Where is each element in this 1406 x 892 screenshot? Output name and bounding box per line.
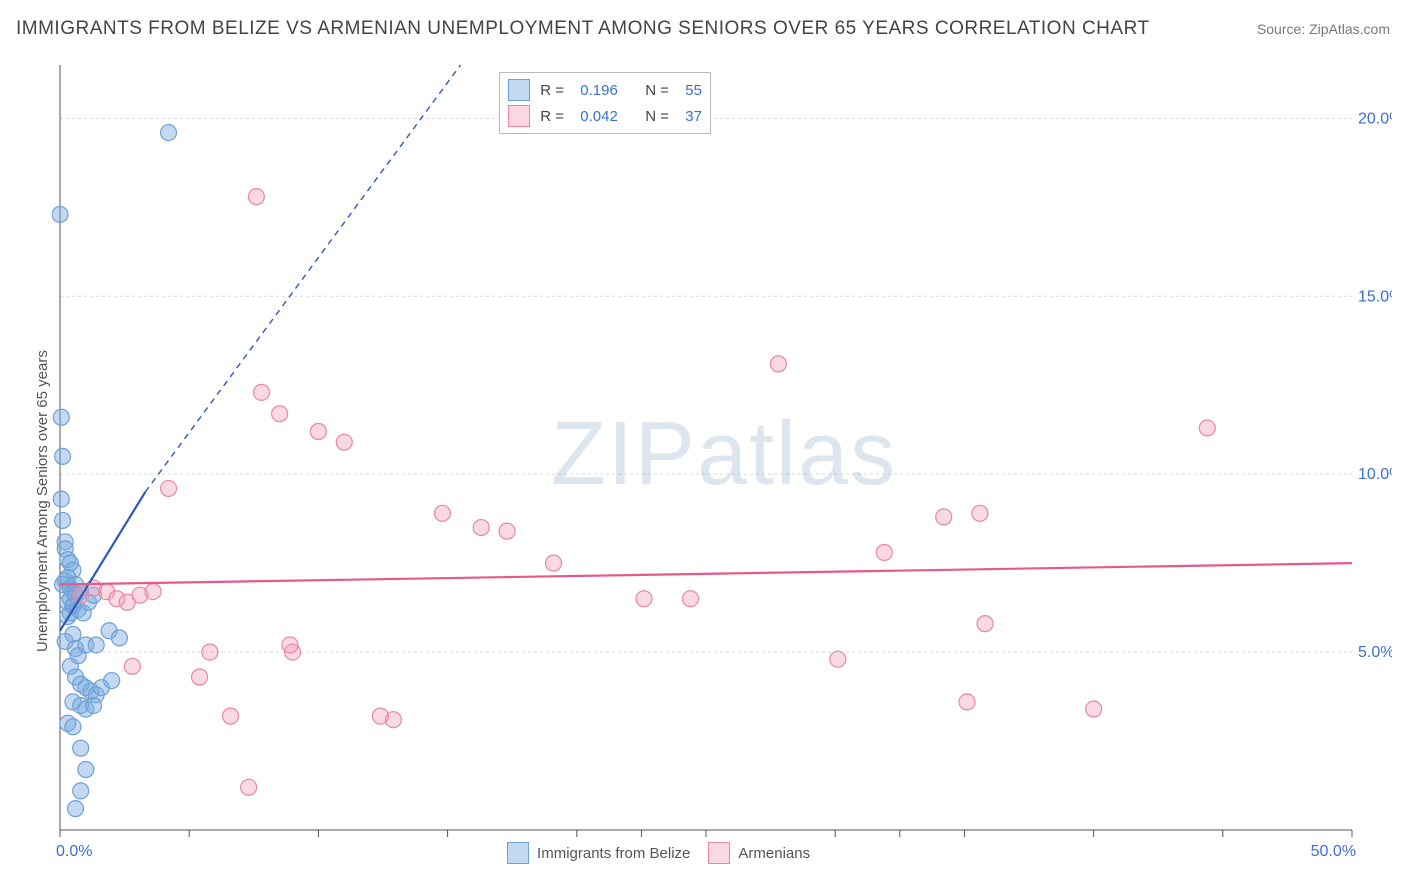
chart-title: IMMIGRANTS FROM BELIZE VS ARMENIAN UNEMP… [16, 18, 1150, 40]
legend-label: Immigrants from Belize [537, 845, 690, 862]
legend-row: R =0.196N =55 [508, 77, 702, 103]
data-point [1199, 420, 1215, 436]
data-point [636, 591, 652, 607]
data-point [876, 544, 892, 560]
data-point [977, 616, 993, 632]
legend-label: Armenians [738, 845, 810, 862]
data-point [546, 555, 562, 571]
data-point [959, 694, 975, 710]
data-point [473, 520, 489, 536]
data-point [161, 125, 177, 141]
data-point [202, 644, 218, 660]
data-point [936, 509, 952, 525]
data-point [55, 448, 71, 464]
legend-swatch [708, 842, 730, 864]
y-tick-label: 20.0% [1358, 110, 1392, 127]
data-point [192, 669, 208, 685]
data-point [78, 762, 94, 778]
y-tick-label: 5.0% [1358, 644, 1392, 661]
data-point [73, 740, 89, 756]
data-point [272, 406, 288, 422]
data-point [499, 523, 515, 539]
data-point [161, 480, 177, 496]
data-point [86, 697, 102, 713]
data-point [972, 505, 988, 521]
data-point [310, 423, 326, 439]
data-point [1086, 701, 1102, 717]
data-point [434, 505, 450, 521]
legend-item: Armenians [708, 842, 810, 864]
legend-row: R =0.042N =37 [508, 103, 702, 129]
data-point [53, 491, 69, 507]
data-point [73, 783, 89, 799]
legend-swatch [508, 105, 530, 127]
data-point [372, 708, 388, 724]
x-tick-label: 50.0% [1311, 843, 1356, 860]
data-point [248, 189, 264, 205]
y-tick-label: 15.0% [1358, 288, 1392, 305]
data-point [124, 658, 140, 674]
legend-correlation: R =0.196N =55R =0.042N =37 [499, 72, 711, 134]
scatter-plot: 5.0% 10.0% 15.0% 20.0% 0.0% 50.0% [52, 55, 1392, 870]
legend-swatch [507, 842, 529, 864]
data-point [830, 651, 846, 667]
data-point [53, 409, 69, 425]
y-tick-label: 10.0% [1358, 466, 1392, 483]
data-point [682, 591, 698, 607]
data-point [88, 637, 104, 653]
y-axis-label: Unemployment Among Seniors over 65 years [34, 350, 51, 652]
data-point [104, 673, 120, 689]
data-point [52, 206, 68, 222]
x-tick-label: 0.0% [56, 843, 92, 860]
data-point [282, 637, 298, 653]
data-point [223, 708, 239, 724]
data-point [55, 512, 71, 528]
title-bar: IMMIGRANTS FROM BELIZE VS ARMENIAN UNEMP… [16, 18, 1390, 40]
data-point [68, 801, 84, 817]
legend-series: Immigrants from Belize Armenians [507, 842, 810, 864]
legend-swatch [508, 79, 530, 101]
source-label: Source: ZipAtlas.com [1257, 21, 1390, 37]
data-point [241, 779, 257, 795]
data-point [145, 584, 161, 600]
data-point [111, 630, 127, 646]
data-point [770, 356, 786, 372]
data-point [336, 434, 352, 450]
legend-item: Immigrants from Belize [507, 842, 690, 864]
data-point [65, 719, 81, 735]
data-point [254, 384, 270, 400]
